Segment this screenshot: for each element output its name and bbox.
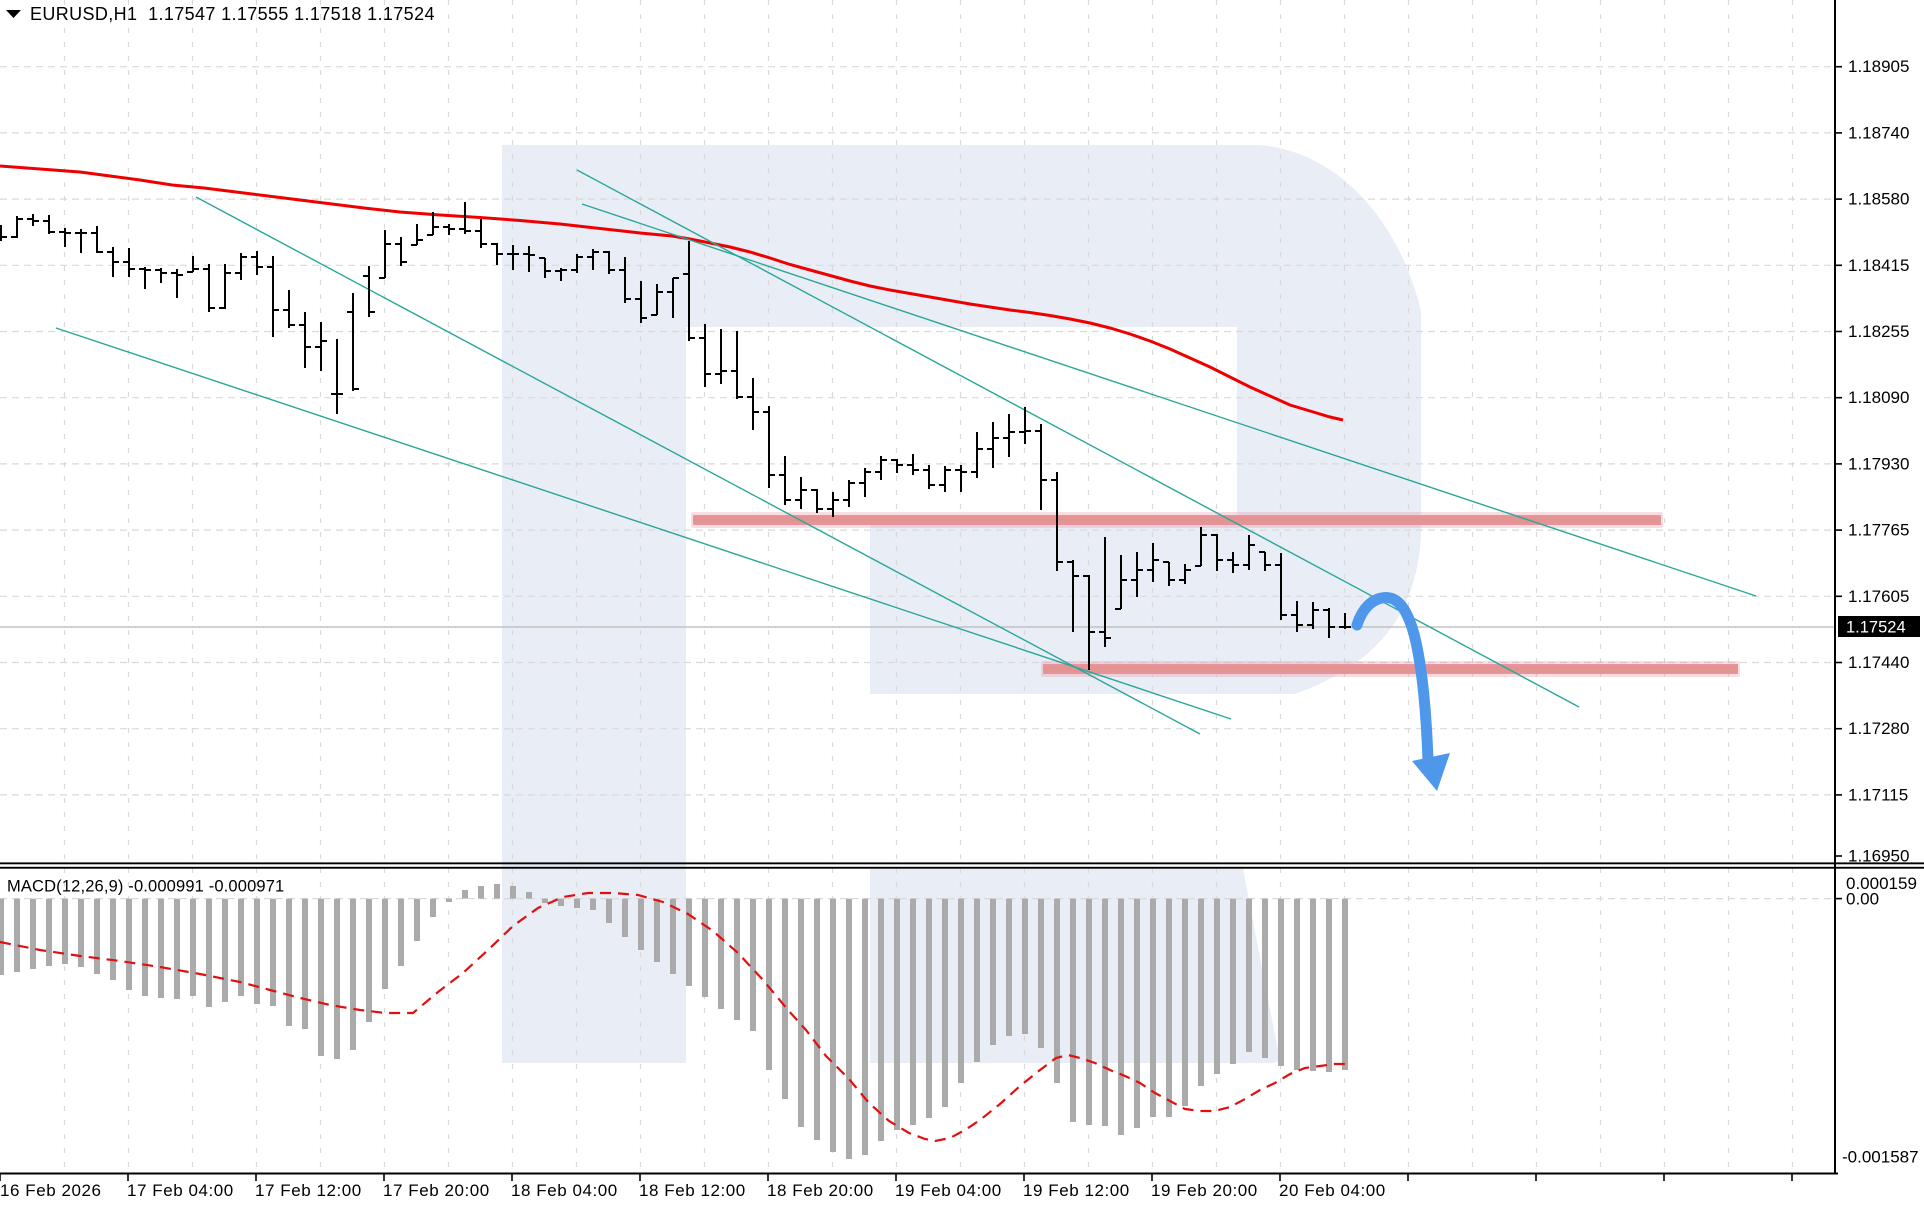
svg-text:1.16950: 1.16950 — [1848, 847, 1909, 866]
svg-text:18 Feb 04:00: 18 Feb 04:00 — [511, 1181, 618, 1200]
svg-text:1.17524: 1.17524 — [1846, 619, 1906, 637]
svg-text:1.18905: 1.18905 — [1848, 57, 1909, 76]
svg-text:19 Feb 12:00: 19 Feb 12:00 — [1023, 1181, 1130, 1200]
svg-text:0.000159: 0.000159 — [1846, 874, 1917, 893]
svg-text:0.00: 0.00 — [1846, 889, 1879, 908]
svg-text:EURUSD,H1 1.17547 1.17555 1.1: EURUSD,H1 1.17547 1.17555 1.17518 1.1752… — [30, 4, 435, 24]
svg-text:1.17930: 1.17930 — [1848, 454, 1909, 473]
svg-text:1.18090: 1.18090 — [1848, 388, 1909, 407]
svg-text:-0.001587: -0.001587 — [1842, 1148, 1919, 1167]
svg-text:1.17280: 1.17280 — [1848, 719, 1909, 738]
svg-text:1.17765: 1.17765 — [1848, 521, 1909, 540]
svg-text:MACD(12,26,9) -0.000991 -0.000: MACD(12,26,9) -0.000991 -0.000971 — [7, 878, 284, 896]
svg-text:17 Feb 04:00: 17 Feb 04:00 — [127, 1181, 234, 1200]
svg-text:19 Feb 20:00: 19 Feb 20:00 — [1151, 1181, 1258, 1200]
svg-text:20 Feb 04:00: 20 Feb 04:00 — [1279, 1181, 1386, 1200]
svg-text:17 Feb 12:00: 17 Feb 12:00 — [255, 1181, 362, 1200]
svg-text:1.17605: 1.17605 — [1848, 587, 1909, 606]
svg-text:18 Feb 20:00: 18 Feb 20:00 — [767, 1181, 874, 1200]
svg-text:1.18255: 1.18255 — [1848, 322, 1909, 341]
svg-text:1.17440: 1.17440 — [1848, 653, 1909, 672]
svg-text:1.18580: 1.18580 — [1848, 190, 1909, 209]
svg-text:19 Feb 04:00: 19 Feb 04:00 — [895, 1181, 1002, 1200]
svg-text:17 Feb 20:00: 17 Feb 20:00 — [383, 1181, 490, 1200]
svg-text:1.17115: 1.17115 — [1848, 785, 1908, 804]
svg-text:16 Feb 2026: 16 Feb 2026 — [0, 1181, 102, 1200]
svg-text:18 Feb 12:00: 18 Feb 12:00 — [639, 1181, 746, 1200]
svg-text:1.18740: 1.18740 — [1848, 123, 1909, 142]
svg-text:1.18415: 1.18415 — [1848, 256, 1909, 275]
